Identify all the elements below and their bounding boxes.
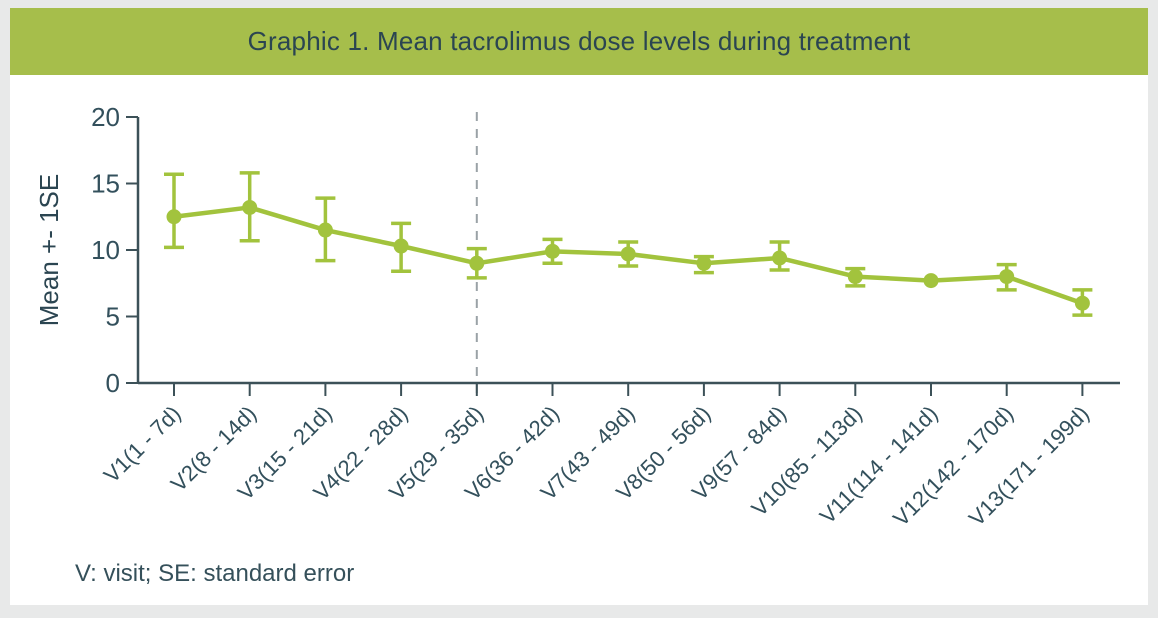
chart-area: 0 5 10 15 20 Mean +- 1SE V1(1 - 7d) V2(8 - 14d)… xyxy=(10,8,1148,605)
chart-card: Graphic 1. Mean tacrolimus dose levels d… xyxy=(10,8,1148,605)
data-point-marker xyxy=(696,255,712,271)
y-tick-label: 10 xyxy=(91,235,120,265)
data-point-marker xyxy=(469,255,485,271)
data-point-marker xyxy=(545,243,560,259)
data-point-marker xyxy=(847,269,863,285)
chart-title: Graphic 1. Mean tacrolimus dose levels d… xyxy=(247,26,911,56)
data-point-marker xyxy=(999,269,1015,285)
data-point-marker xyxy=(317,222,333,238)
data-point-marker xyxy=(393,238,409,254)
y-tick-label: 0 xyxy=(106,368,120,398)
data-point-marker xyxy=(923,273,939,289)
data-point-marker xyxy=(166,209,182,225)
data-point-marker xyxy=(1074,295,1090,311)
data-point-marker xyxy=(772,250,788,266)
data-point-marker xyxy=(620,246,636,262)
y-axis-label: Mean +- 1SE xyxy=(34,174,64,326)
chart-title-bar: Graphic 1. Mean tacrolimus dose levels d… xyxy=(10,8,1148,75)
chart-footnote: V: visit; SE: standard error xyxy=(75,560,355,587)
y-tick-label: 5 xyxy=(106,302,120,332)
y-tick-label: 20 xyxy=(91,102,120,132)
y-tick-label: 15 xyxy=(91,169,120,199)
data-point-marker xyxy=(242,199,258,215)
